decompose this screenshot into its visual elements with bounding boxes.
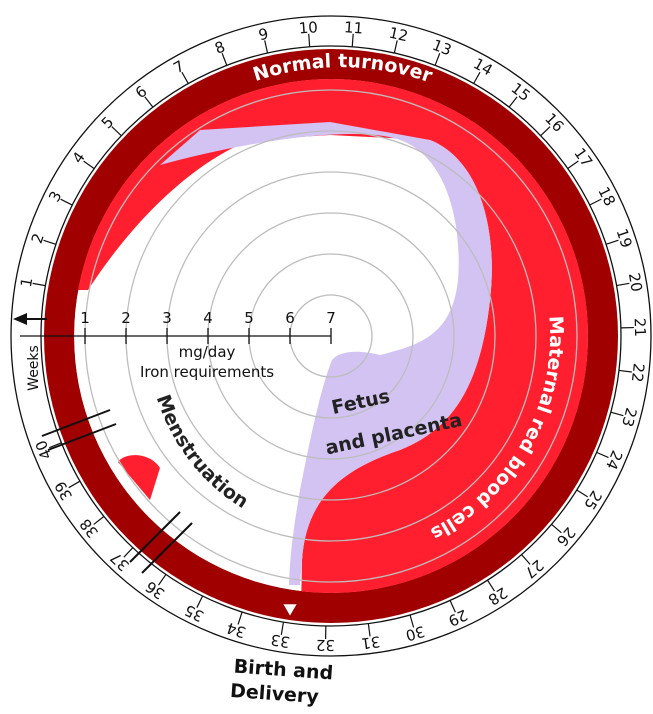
axis-tick-label: 4 bbox=[203, 309, 213, 327]
axis-tick-label: 7 bbox=[326, 309, 336, 327]
week-label: 33 bbox=[269, 630, 291, 651]
birth-label-line1: Birth and bbox=[233, 656, 334, 685]
axis-tick-label: 3 bbox=[162, 309, 172, 327]
birth-label-line2: Delivery bbox=[229, 680, 320, 708]
week-label: 10 bbox=[298, 18, 318, 37]
axis-title: Iron requirements bbox=[140, 363, 274, 381]
axis-tick-label: 1 bbox=[80, 309, 90, 327]
axis-tick-label: 5 bbox=[244, 309, 254, 327]
week-label: 21 bbox=[631, 318, 650, 338]
week-label: 11 bbox=[343, 18, 363, 37]
week-label: 32 bbox=[316, 636, 335, 654]
week-label: 20 bbox=[625, 271, 646, 293]
week-label: 31 bbox=[360, 632, 381, 652]
unit-label: mg/day bbox=[179, 343, 236, 361]
axis-tick-label: 6 bbox=[285, 309, 295, 327]
axis-tick-label: 2 bbox=[121, 309, 131, 327]
weeks-label: Weeks bbox=[26, 345, 42, 391]
week-label: 22 bbox=[628, 362, 648, 383]
